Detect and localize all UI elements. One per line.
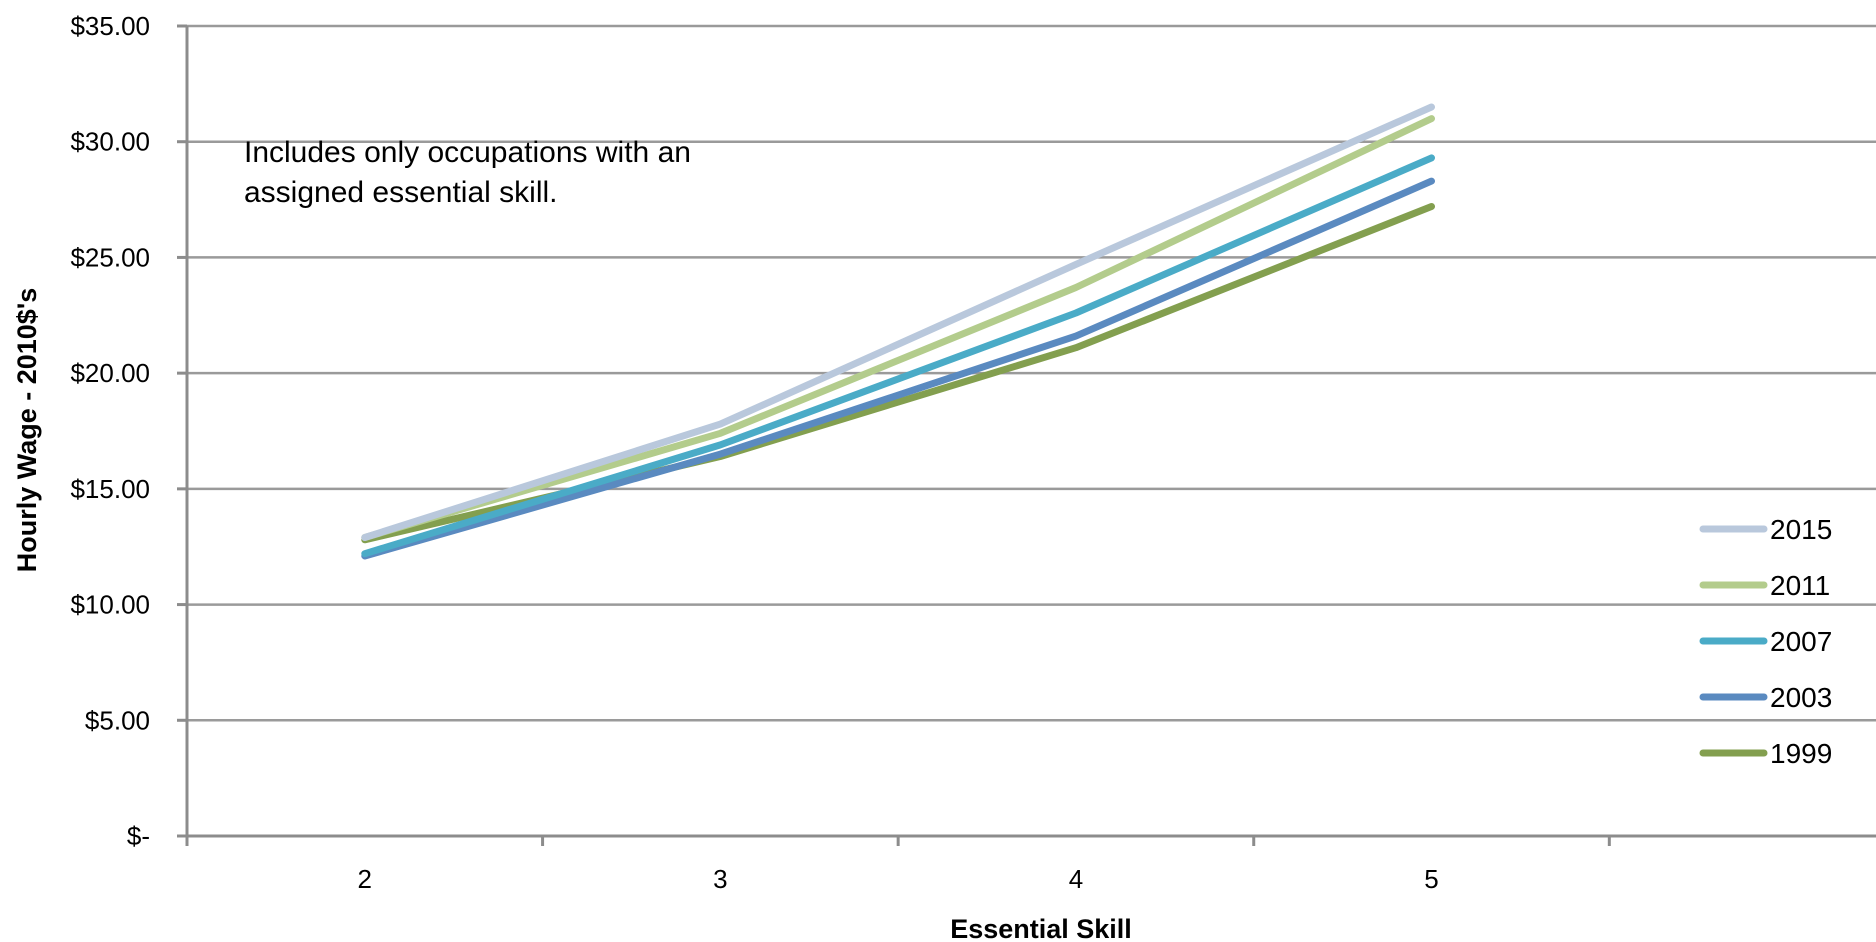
series-line-2007 bbox=[361, 154, 1435, 558]
x-tick-label: 3 bbox=[713, 864, 727, 894]
grid-lines bbox=[187, 24, 1876, 722]
series-line-2011 bbox=[361, 115, 1435, 541]
legend-label-2015: 2015 bbox=[1770, 514, 1832, 545]
y-axis-title: Hourly Wage - 2010$'s bbox=[12, 288, 42, 573]
y-tick-label: $10.00 bbox=[70, 590, 150, 620]
series-line-2015 bbox=[361, 103, 1435, 541]
y-tick-label: $35.00 bbox=[70, 11, 150, 41]
x-tick-labels: 2 3 4 5 bbox=[185, 836, 1611, 894]
y-tick-label: $20.00 bbox=[70, 358, 150, 388]
y-tick-labels: $- $5.00 $10.00 $15.00 $20.00 $25.00 $30.00 $35… bbox=[70, 11, 187, 851]
series-lines bbox=[361, 103, 1435, 560]
legend-label-2011: 2011 bbox=[1770, 570, 1830, 601]
legend-label-2003: 2003 bbox=[1770, 682, 1832, 713]
y-tick-label: $30.00 bbox=[70, 127, 150, 157]
x-tick-label: 5 bbox=[1424, 864, 1438, 894]
x-tick-label: 2 bbox=[358, 864, 372, 894]
legend-label-2007: 2007 bbox=[1770, 626, 1832, 657]
annotation-line-1: Includes only occupations with an bbox=[244, 136, 691, 169]
y-tick-label: $- bbox=[127, 821, 150, 851]
legend-label-1999: 1999 bbox=[1770, 738, 1832, 769]
legend: 2015 2011 2007 2003 1999 bbox=[1699, 514, 1832, 769]
x-axis-title: Essential Skill bbox=[950, 914, 1132, 942]
y-tick-label: $15.00 bbox=[70, 474, 150, 504]
series-line-2003 bbox=[361, 177, 1435, 560]
y-tick-label: $5.00 bbox=[85, 705, 150, 735]
x-tick-label: 4 bbox=[1069, 864, 1083, 894]
y-tick-label: $25.00 bbox=[70, 242, 150, 272]
annotation-line-2: assigned essential skill. bbox=[244, 176, 558, 209]
axes bbox=[177, 26, 1876, 846]
